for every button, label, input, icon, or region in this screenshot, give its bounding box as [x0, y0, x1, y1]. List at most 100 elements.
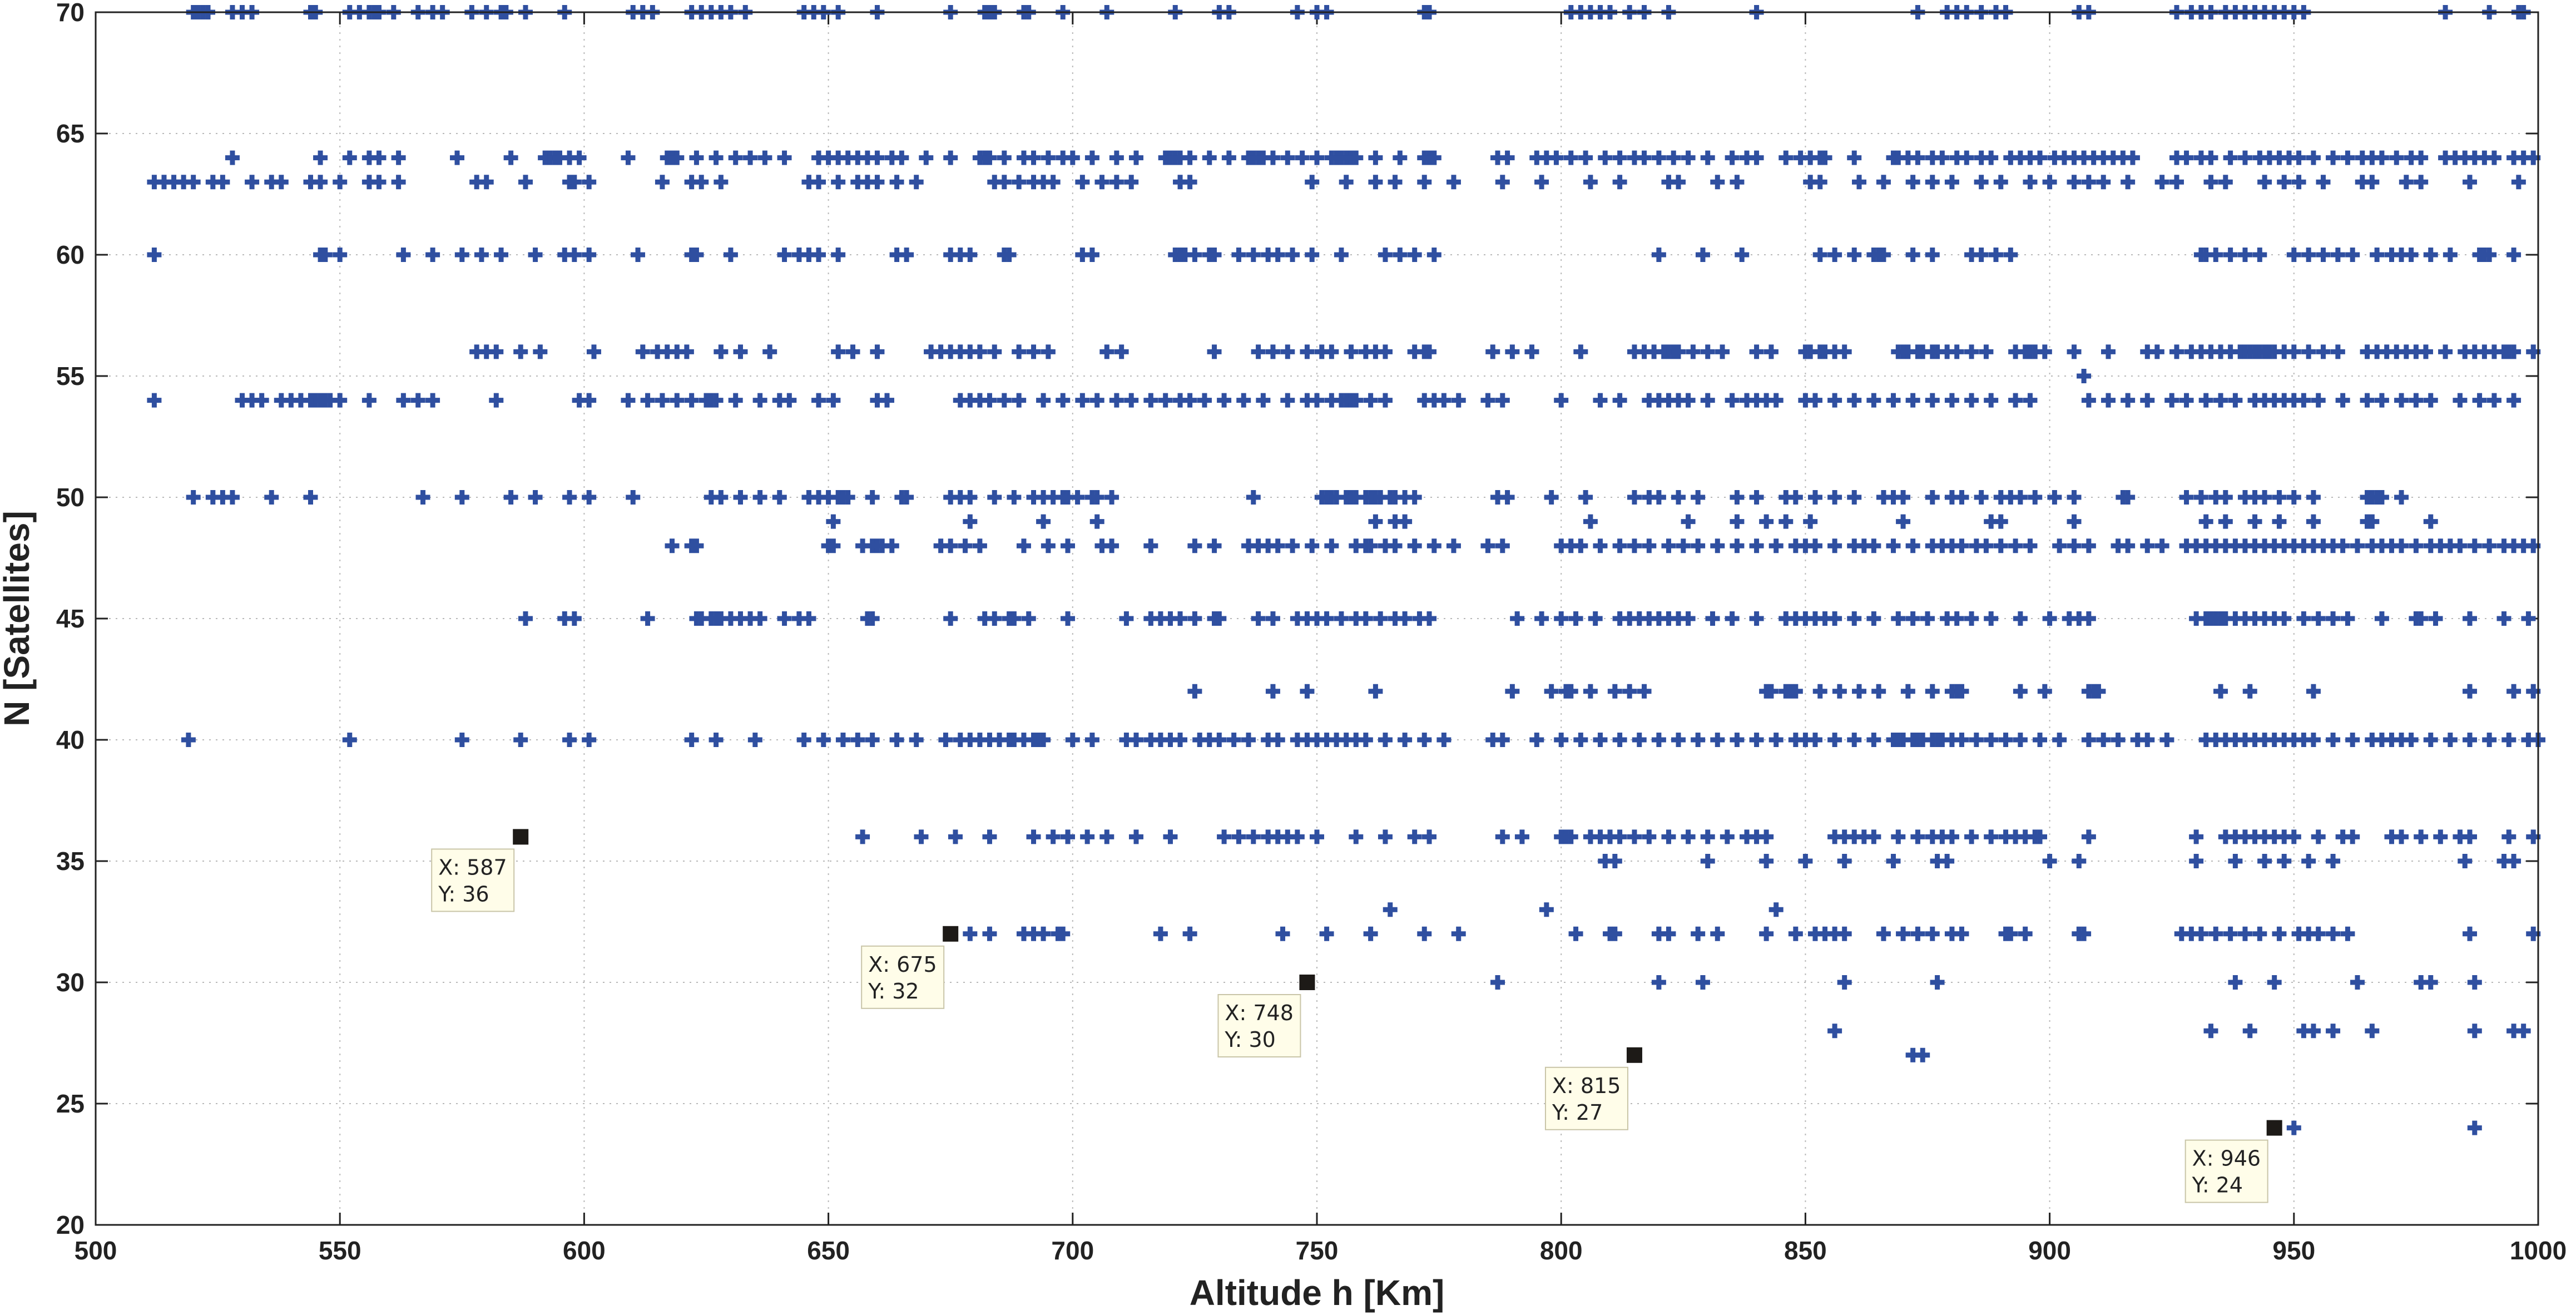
data-point [880, 393, 895, 408]
data-point [415, 490, 430, 505]
data-point [2257, 175, 2272, 190]
datatip-x-label: X: 946 [2192, 1146, 2261, 1171]
data-point [1993, 514, 2008, 529]
data-point [2374, 150, 2389, 165]
data-point [1900, 684, 1915, 699]
data-point [1041, 538, 1056, 553]
data-point [254, 393, 269, 408]
data-point [454, 248, 469, 262]
data-point [1705, 611, 1720, 626]
data-point [147, 248, 162, 262]
data-point [2208, 248, 2223, 262]
data-point [2286, 490, 2301, 505]
data-point [747, 733, 762, 747]
data-point [2179, 393, 2194, 408]
data-point [2306, 150, 2321, 165]
data-point [1349, 393, 1364, 408]
data-point [816, 733, 831, 747]
data-point [1984, 733, 1999, 747]
data-point [1651, 975, 1666, 990]
datatip[interactable]: X: 587 Y: 36 [431, 829, 529, 912]
data-point [1514, 829, 1529, 844]
data-point [1104, 490, 1119, 505]
data-point [333, 175, 348, 190]
data-point [1426, 248, 1441, 262]
data-point [997, 393, 1012, 408]
data-point [1817, 150, 1832, 165]
data-point [1036, 733, 1051, 747]
y-axis-label: N [Satellites] [0, 511, 37, 726]
data-point [1241, 733, 1256, 747]
data-point [1807, 490, 1822, 505]
data-point [1847, 393, 1862, 408]
data-point [884, 538, 899, 553]
data-point [1925, 393, 1940, 408]
data-point [1749, 611, 1764, 626]
data-point [1768, 538, 1784, 553]
data-point [2326, 1024, 2341, 1039]
data-point [2311, 393, 2326, 408]
data-point [2506, 854, 2521, 868]
data-point [1495, 829, 1510, 844]
data-point [1368, 684, 1383, 699]
data-point [831, 175, 846, 190]
data-point [1627, 490, 1642, 505]
data-point [1280, 344, 1295, 359]
data-point [2326, 733, 2341, 747]
data-point [186, 175, 201, 190]
data-point [689, 538, 704, 553]
data-point [2242, 684, 2257, 699]
data-point [1964, 829, 1979, 844]
data-point [1319, 926, 1334, 941]
data-point [186, 490, 201, 505]
data-point [948, 829, 963, 844]
data-point [870, 175, 885, 190]
data-point [2121, 393, 2136, 408]
data-point [2159, 733, 2174, 747]
data-point [1398, 611, 1413, 626]
data-point [743, 150, 758, 165]
data-point [811, 248, 826, 262]
data-point [1500, 150, 1515, 165]
data-point [997, 150, 1012, 165]
data-point [2472, 393, 2487, 408]
data-point [1964, 611, 1979, 626]
data-point [396, 393, 411, 408]
data-point [1436, 393, 1452, 408]
data-point [1339, 175, 1354, 190]
data-point [865, 611, 880, 626]
data-point [1974, 248, 1989, 262]
data-point [1426, 150, 1441, 165]
data-point [318, 248, 333, 262]
data-point [1779, 150, 1794, 165]
data-point [2453, 393, 2468, 408]
data-point [1265, 684, 1280, 699]
data-point [2316, 344, 2331, 359]
data-point [1393, 248, 1408, 262]
data-point [1305, 175, 1320, 190]
data-point [2345, 248, 2360, 262]
data-point [582, 248, 597, 262]
data-point [1944, 829, 1959, 844]
data-point [1505, 684, 1520, 699]
data-point [1207, 538, 1222, 553]
data-point [147, 393, 162, 408]
data-point [2291, 175, 2306, 190]
data-point [1065, 150, 1080, 165]
data-point [1056, 926, 1071, 941]
data-point [1700, 344, 1715, 359]
data-point [2081, 393, 2096, 408]
data-point [1270, 248, 1285, 262]
data-point [567, 611, 582, 626]
data-point [1358, 733, 1373, 747]
data-point [1812, 684, 1827, 699]
data-point [1026, 344, 1041, 359]
data-point [1876, 248, 1891, 262]
data-point [1563, 684, 1578, 699]
data-point [2404, 248, 2419, 262]
